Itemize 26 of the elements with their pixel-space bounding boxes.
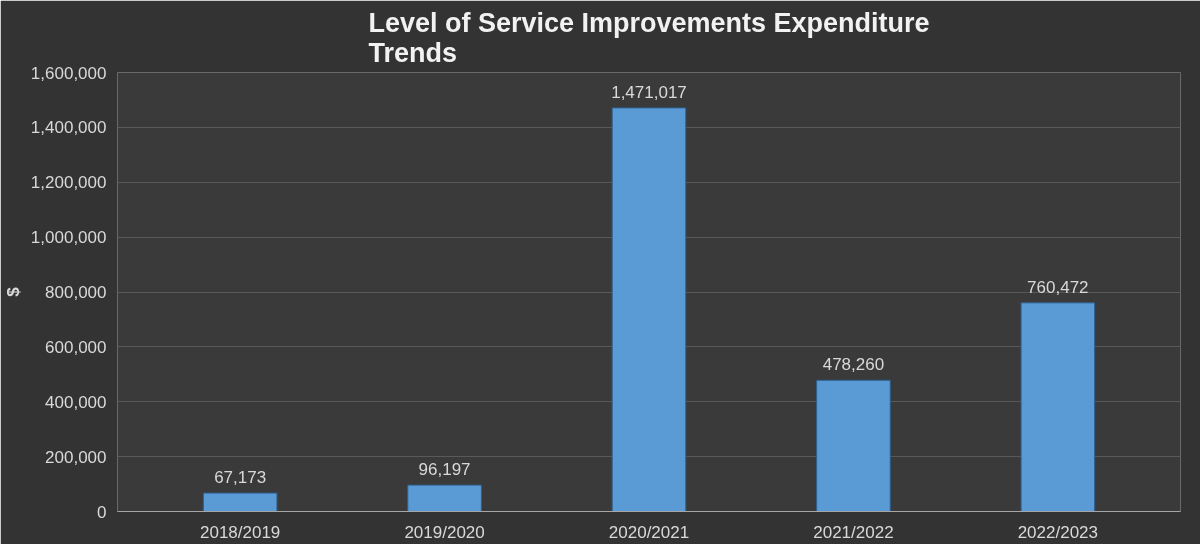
x-tick-label: 2022/2023 <box>1017 522 1099 542</box>
x-tick-label: 2020/2021 <box>608 522 690 542</box>
chart-title: Level of Service Improvements Expenditure Trends <box>368 7 930 68</box>
bar <box>1020 302 1096 512</box>
bar <box>407 484 482 512</box>
y-tick-label: 400,000 <box>45 392 107 412</box>
data-label: 478,260 <box>822 355 885 375</box>
data-label: 1,471,017 <box>611 82 687 102</box>
y-tick-label: 1,000,000 <box>30 228 107 248</box>
data-label: 760,472 <box>1027 277 1089 297</box>
bar <box>202 492 278 512</box>
bar <box>816 379 891 512</box>
y-tick-label: 1,600,000 <box>30 63 107 83</box>
x-tick-label: 2021/2022 <box>813 522 894 542</box>
y-tick-label: 0 <box>97 502 107 522</box>
x-tick-label: 2019/2020 <box>404 522 485 542</box>
y-tick-label: 200,000 <box>45 447 107 467</box>
bar <box>611 107 687 512</box>
y-axis-title: $ <box>3 286 23 297</box>
data-label: 96,197 <box>418 460 471 480</box>
y-tick-label: 1,400,000 <box>30 118 107 138</box>
y-tick-label: 800,000 <box>45 283 107 302</box>
data-label: 67,173 <box>214 468 267 488</box>
y-tick-label: 600,000 <box>45 337 107 357</box>
x-tick-label: 2018/2019 <box>199 522 281 542</box>
y-tick-label: 1,200,000 <box>30 173 107 193</box>
